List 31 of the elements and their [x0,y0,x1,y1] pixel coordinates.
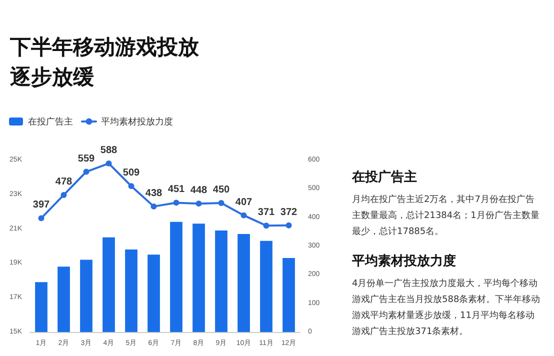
point [106,160,112,166]
data-label: 478 [55,176,73,188]
data-label: 559 [78,153,96,164]
data-label: 448 [190,185,208,196]
point [218,200,224,206]
point [128,183,134,190]
data-label: 372 [280,206,298,218]
point [263,222,270,229]
point [240,212,247,218]
legend-label: 平均素材投放力度 [101,116,173,126]
text: 月均在投广告主近2万名，其中7月份在投广告主数量最高，总计21384名；1月份广告主数量最少，总计17885名。 [352,194,540,239]
chart-title: 下半年移动游戏投放逐步放缓 [10,34,200,91]
point [38,215,44,222]
text: 在投广告主 [352,168,418,186]
text: 4月份单一广告主投放力度最大，平均每个移动游戏广告主在当月投放588条素材。下半年移动游戏平均素材量逐步放缓，11月平均每名移动游戏广告主投放371条素材。 [352,278,542,339]
data-label: 371 [258,207,276,218]
data-label: 450 [212,184,230,196]
data-label: 407 [235,196,253,208]
point [196,200,202,207]
point [150,203,157,210]
point [83,168,90,175]
data-label: 588 [100,144,118,156]
legend-label: 在投广告主 [28,116,73,126]
data-label: 397 [32,200,50,211]
data-label: 438 [145,188,163,199]
text: 平均素材投放力度 [352,252,457,270]
data-label: 451 [168,184,186,196]
point [60,192,67,198]
point [173,200,180,206]
data-label: 509 [122,168,140,179]
point [286,222,292,228]
